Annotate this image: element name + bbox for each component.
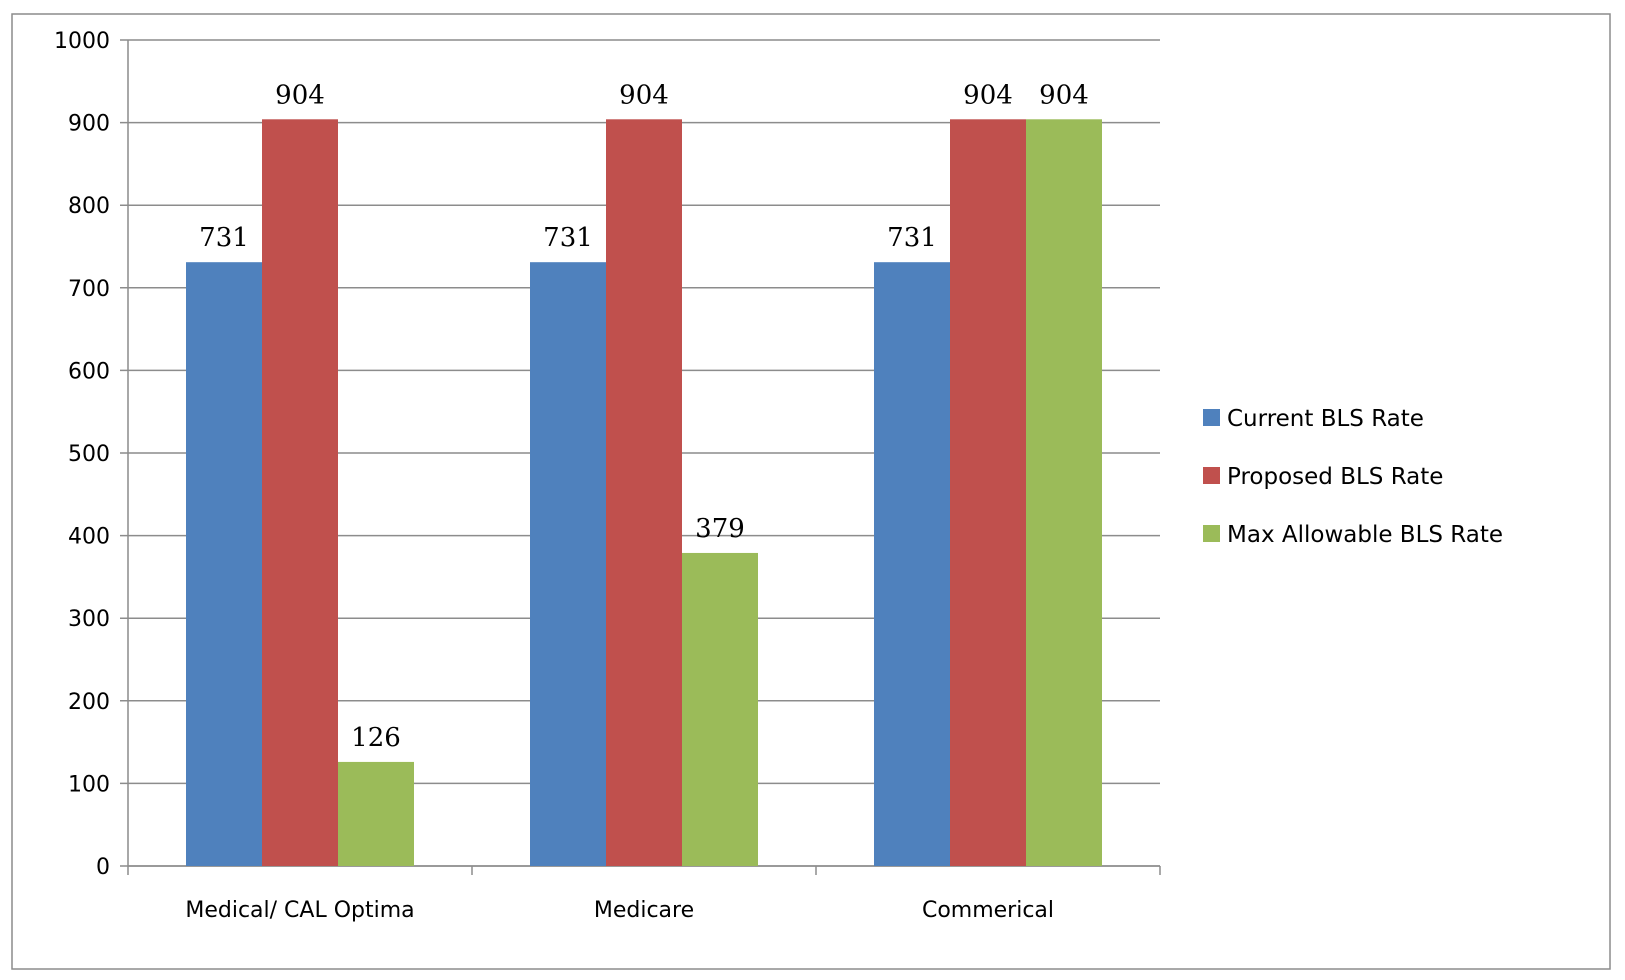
x-category-label: Medical/ CAL Optima: [185, 898, 414, 923]
y-tick-label: 500: [68, 442, 110, 467]
x-axis: Medical/ CAL Optima Medicare Commerical: [127, 865, 1161, 923]
data-label: 904: [275, 80, 325, 110]
bar: [262, 119, 338, 866]
y-tick-label: 400: [68, 525, 110, 550]
bar: [186, 262, 262, 867]
y-tick-label: 0: [96, 855, 110, 880]
legend-label: Proposed BLS Rate: [1227, 464, 1443, 490]
bar: [530, 262, 606, 867]
legend-label: Current BLS Rate: [1227, 406, 1424, 432]
data-label: 904: [963, 80, 1013, 110]
x-category-label: Medicare: [594, 898, 694, 923]
data-label: 731: [543, 223, 593, 253]
data-label: 904: [619, 80, 669, 110]
y-tick-label: 200: [68, 690, 110, 715]
legend-swatch: [1203, 467, 1220, 484]
y-tick-label: 700: [68, 277, 110, 302]
legend: Current BLS Rate Proposed BLS Rate Max All…: [1203, 406, 1503, 548]
data-label: 731: [199, 223, 249, 253]
data-labels: 731 731 731 904 904 904 126 379 904: [199, 80, 1089, 753]
bar: [950, 119, 1026, 866]
y-tick-label: 800: [68, 194, 110, 219]
data-label: 904: [1039, 80, 1089, 110]
x-category-label: Commerical: [922, 898, 1054, 923]
y-tick-label: 300: [68, 607, 110, 632]
data-label: 379: [695, 514, 745, 544]
legend-swatch: [1203, 525, 1220, 542]
bar: [606, 119, 682, 866]
bar: [1026, 119, 1102, 866]
bar: [338, 761, 414, 866]
data-label: 126: [351, 723, 401, 753]
legend-label: Max Allowable BLS Rate: [1227, 522, 1503, 548]
bar: [682, 552, 758, 866]
bar: [874, 262, 950, 867]
legend-swatch: [1203, 409, 1220, 426]
bars: [186, 119, 1102, 867]
y-tick-label: 100: [68, 772, 110, 797]
y-tick-label: 900: [68, 112, 110, 137]
y-tick-label: 600: [68, 359, 110, 384]
y-tick-label: 1000: [54, 29, 110, 54]
y-axis: 0 100 200 300 400 500 600 700 800 900 1000: [54, 29, 129, 880]
data-label: 731: [887, 223, 937, 253]
